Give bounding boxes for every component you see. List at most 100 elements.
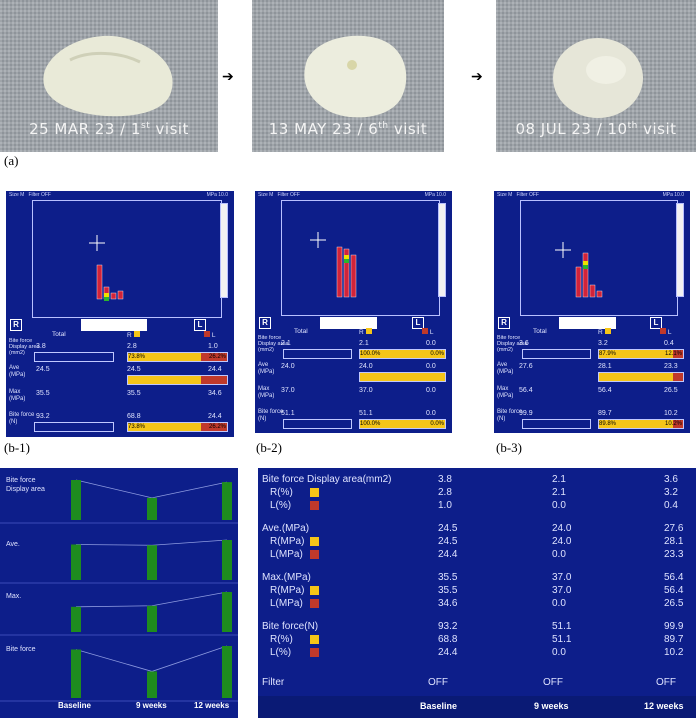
table-footer: Baseline 9 weeks 12 weeks	[258, 696, 696, 718]
empty-bar	[34, 422, 114, 432]
photo-caption-1: 25 MAR 23 / 1st visit	[29, 120, 189, 138]
l-header: L	[204, 331, 215, 339]
arrow-icon: ➔	[222, 68, 234, 84]
metric-value: 24.0	[281, 363, 295, 370]
row-label: R(MPa)	[270, 536, 305, 547]
metric-label: Bite force (N)	[497, 409, 523, 422]
table-cell: 24.0	[552, 523, 572, 534]
trend-bar	[71, 544, 81, 580]
table-cell: 27.6	[664, 523, 684, 534]
trend-bar	[147, 545, 157, 580]
metric-label: Bite force Display area (mm2)	[9, 338, 40, 356]
trend-row-label: Bite force Display area	[6, 477, 45, 493]
row-label: L(%)	[270, 500, 292, 511]
r-header: R	[127, 331, 140, 339]
series-swatch	[310, 648, 319, 657]
table-cell: OFF	[656, 677, 676, 688]
metric-value: 24.4	[208, 366, 222, 373]
pressure-scale-label: MPa 10.0	[662, 192, 684, 198]
view-toggle-bar[interactable]	[320, 317, 377, 329]
table-cell: 68.8	[438, 634, 458, 645]
table-cell: 35.5	[438, 572, 458, 583]
table-cell: 3.8	[438, 474, 452, 485]
series-swatch	[310, 599, 319, 608]
occlusion-panel: Size M Filter OFF MPa 10.0 R L Total R L…	[494, 191, 690, 433]
series-swatch	[310, 586, 319, 595]
trend-row-label: Ave.	[6, 541, 20, 548]
left-side-button[interactable]: L	[650, 317, 662, 329]
table-row: L(MPa) 34.6 0.0 26.5	[258, 597, 696, 610]
row-label: Max.(MPa)	[262, 572, 311, 583]
trend-bar	[147, 671, 157, 698]
table-cell: 3.2	[664, 487, 678, 498]
label-b3: (b-3)	[496, 440, 522, 455]
row-label: L(MPa)	[270, 549, 303, 560]
metric-value: 35.5	[36, 390, 50, 397]
table-cell: 37.0	[552, 572, 572, 583]
table-cell: 10.2	[664, 647, 684, 658]
total-header: Total	[52, 331, 66, 338]
metric-value: 24.0	[359, 363, 373, 370]
metric-value: 3.6	[519, 340, 529, 347]
table-row: Ave.(MPa) 24.5 24.0 27.6	[258, 522, 696, 535]
column-header: 12 weeks	[644, 701, 684, 711]
pressure-scale-bar	[676, 203, 684, 297]
filter-label: Filter	[262, 677, 285, 688]
pressure-scale-label: MPa 10.0	[424, 192, 446, 198]
view-toggle-bar[interactable]	[559, 317, 616, 329]
metric-value: 0.0	[426, 340, 436, 347]
trend-bar	[147, 605, 157, 632]
metric-value: 2.1	[359, 340, 369, 347]
table-row: Max.(MPa) 35.5 37.0 56.4	[258, 571, 696, 584]
ratio-bar	[598, 372, 684, 382]
table-row: R(%) 2.8 2.1 3.2	[258, 486, 696, 499]
metric-value: 28.1	[598, 363, 612, 370]
metric-value: 3.2	[598, 340, 608, 347]
row-label: R(MPa)	[270, 585, 305, 596]
metric-value: 2.1	[281, 340, 291, 347]
occlusion-panel: Size M Filter OFF MPa 10.0 R L Total R L…	[255, 191, 452, 433]
r-header: R	[598, 328, 611, 336]
metric-value: 26.5	[664, 387, 678, 394]
metric-value: 37.0	[359, 387, 373, 394]
column-header: Baseline	[420, 701, 458, 711]
row-label: Bite force Display area(mm2)	[262, 474, 392, 485]
trend-line	[75, 645, 228, 672]
table-cell: 2.1	[552, 487, 566, 498]
trend-line	[75, 591, 228, 608]
table-cell: OFF	[428, 677, 448, 688]
trend-plot	[0, 479, 238, 702]
metric-value: 23.3	[664, 363, 678, 370]
trend-x-label: 12 weeks	[194, 701, 230, 710]
table-cell: 37.0	[552, 585, 572, 596]
metric-label: Max (MPa)	[258, 386, 275, 399]
panel-header: Size M Filter OFF	[497, 192, 539, 198]
right-side-button[interactable]: R	[259, 317, 271, 329]
metric-label: Bite force Display area (mm2)	[497, 335, 528, 353]
table-row: Bite force Display area(mm2) 3.8 2.1 3.6	[258, 473, 696, 486]
total-header: Total	[294, 328, 308, 335]
table-row: R(%) 68.8 51.1 89.7	[258, 633, 696, 646]
right-side-button[interactable]: R	[498, 317, 510, 329]
table-cell: 34.6	[438, 598, 458, 609]
table-cell: 56.4	[664, 585, 684, 596]
label-b1: (b-1)	[4, 440, 30, 455]
table-row: R(MPa) 35.5 37.0 56.4	[258, 584, 696, 597]
right-side-button[interactable]: R	[10, 319, 22, 331]
table-cell: 56.4	[664, 572, 684, 583]
trend-bar	[147, 497, 157, 520]
l-header: L	[422, 328, 433, 336]
trend-line	[75, 539, 228, 546]
view-toggle-bar[interactable]	[81, 319, 147, 331]
metric-value: 34.6	[208, 390, 222, 397]
metric-value: 1.0	[208, 343, 218, 350]
table-cell: 89.7	[664, 634, 684, 645]
metric-value: 99.9	[519, 410, 533, 417]
left-side-button[interactable]: L	[194, 319, 206, 331]
ratio-bar: 73.8% 26.2%	[127, 422, 228, 432]
metric-value: 56.4	[519, 387, 533, 394]
column-header: 9 weeks	[534, 701, 569, 711]
table-row-filter: Filter OFF OFF OFF	[258, 676, 696, 689]
left-side-button[interactable]: L	[412, 317, 424, 329]
table-cell: 51.1	[552, 621, 572, 632]
